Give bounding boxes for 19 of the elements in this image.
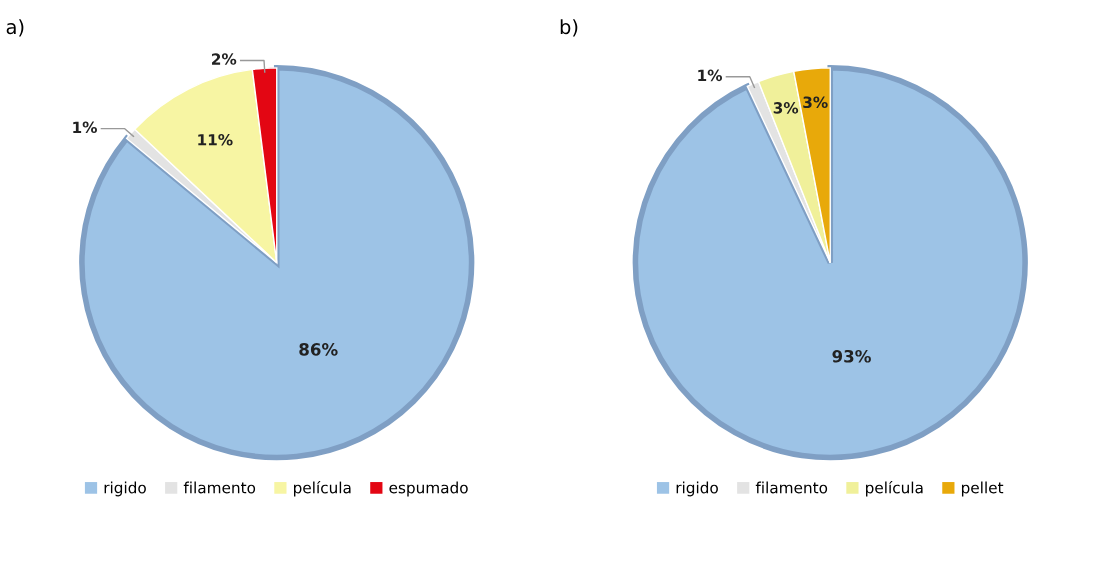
legend-label: pellet <box>961 481 1004 497</box>
data-label: 3% <box>773 102 799 114</box>
data-label: 93% <box>832 349 871 363</box>
data-label: 1% <box>73 121 97 134</box>
legend-label: filamento <box>755 481 828 494</box>
chart-title: b) <box>560 19 578 37</box>
data-label: 86% <box>299 343 338 356</box>
legend-label: rigido <box>676 481 718 497</box>
legend-label: filamento <box>183 481 256 494</box>
pie-slice <box>632 65 1028 461</box>
data-label: 11% <box>198 134 233 146</box>
chart-title: a) <box>6 19 24 37</box>
legend-label: espumado <box>389 481 468 497</box>
legend-label: película <box>866 480 923 497</box>
legend-label: rigido <box>104 481 146 497</box>
legend-label: película <box>294 480 351 497</box>
data-label: 3% <box>803 96 828 109</box>
data-label: 1% <box>698 69 723 82</box>
data-label: 2% <box>212 53 237 65</box>
